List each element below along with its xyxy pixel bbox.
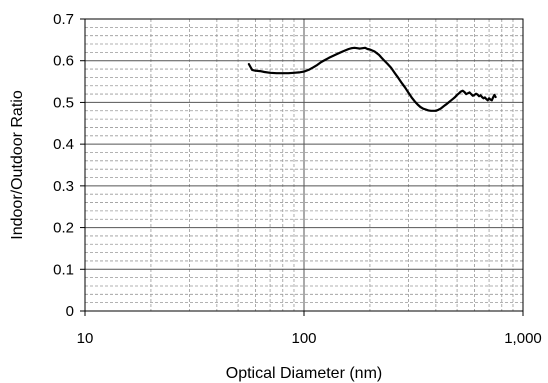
tick-layer (80, 19, 523, 316)
y-tick-label: 0 (66, 303, 74, 320)
series-layer (249, 48, 496, 111)
x-axis-title: Optical Diameter (nm) (226, 365, 382, 382)
y-tick-label: 0.2 (53, 220, 74, 237)
grid-layer (85, 19, 523, 311)
y-tick-label: 0.3 (53, 178, 74, 195)
series-line (249, 48, 496, 111)
x-tick-label: 10 (77, 330, 94, 347)
y-axis-title: Indoor/Outdoor Ratio (9, 90, 26, 240)
x-tick-label: 1,000 (504, 330, 542, 347)
label-layer: 0 0.1 0.2 0.3 0.4 0.5 0.6 0.7 10 100 1,000 (53, 11, 542, 347)
y-tick-label: 0.4 (53, 136, 74, 153)
x-tick-label: 100 (291, 330, 316, 347)
y-tick-label: 0.5 (53, 94, 74, 111)
y-tick-label: 0.7 (53, 11, 74, 28)
y-tick-label: 0.6 (53, 53, 74, 70)
y-tick-label: 0.1 (53, 261, 74, 278)
